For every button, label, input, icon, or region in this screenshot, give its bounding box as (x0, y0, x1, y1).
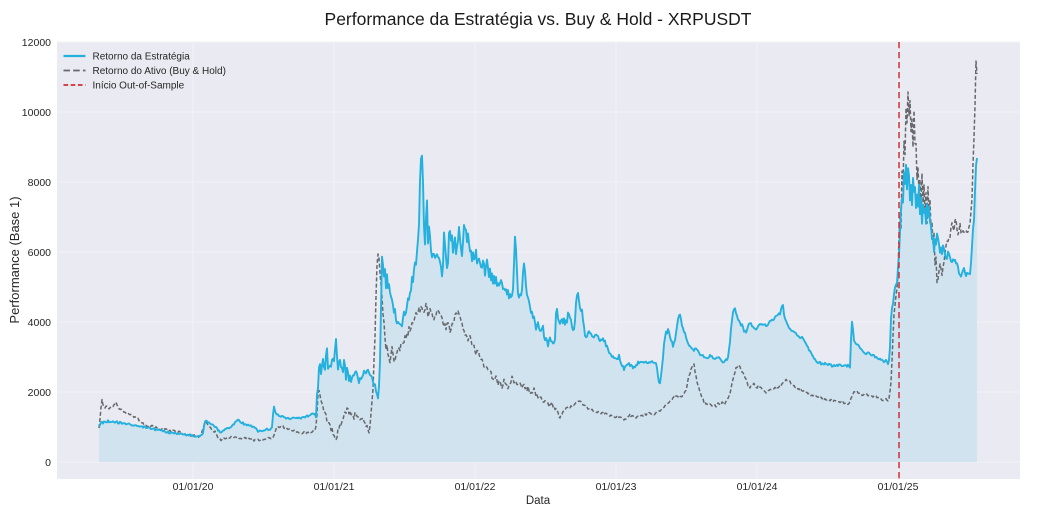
svg-text:10000: 10000 (22, 107, 51, 119)
svg-text:01/01/24: 01/01/24 (737, 481, 778, 493)
svg-text:01/01/20: 01/01/20 (173, 481, 214, 493)
svg-text:8000: 8000 (28, 177, 52, 189)
svg-text:Performance da Estratégia vs.: Performance da Estratégia vs. Buy & Hold… (325, 9, 752, 29)
svg-text:4000: 4000 (28, 317, 52, 329)
svg-text:Data: Data (526, 495, 551, 507)
svg-text:2000: 2000 (28, 387, 52, 399)
svg-text:01/01/21: 01/01/21 (314, 481, 355, 493)
svg-text:0: 0 (45, 457, 51, 469)
svg-text:Performance (Base 1): Performance (Base 1) (7, 196, 22, 323)
svg-text:01/01/22: 01/01/22 (455, 481, 496, 493)
svg-text:Início Out-of-Sample: Início Out-of-Sample (93, 81, 185, 92)
svg-text:Retorno do Ativo (Buy & Hold): Retorno do Ativo (Buy & Hold) (93, 66, 226, 77)
svg-text:01/01/23: 01/01/23 (596, 481, 637, 493)
svg-text:01/01/25: 01/01/25 (878, 481, 919, 493)
svg-text:6000: 6000 (28, 247, 52, 259)
svg-text:12000: 12000 (22, 37, 51, 49)
svg-text:Retorno da Estratégia: Retorno da Estratégia (93, 52, 191, 63)
